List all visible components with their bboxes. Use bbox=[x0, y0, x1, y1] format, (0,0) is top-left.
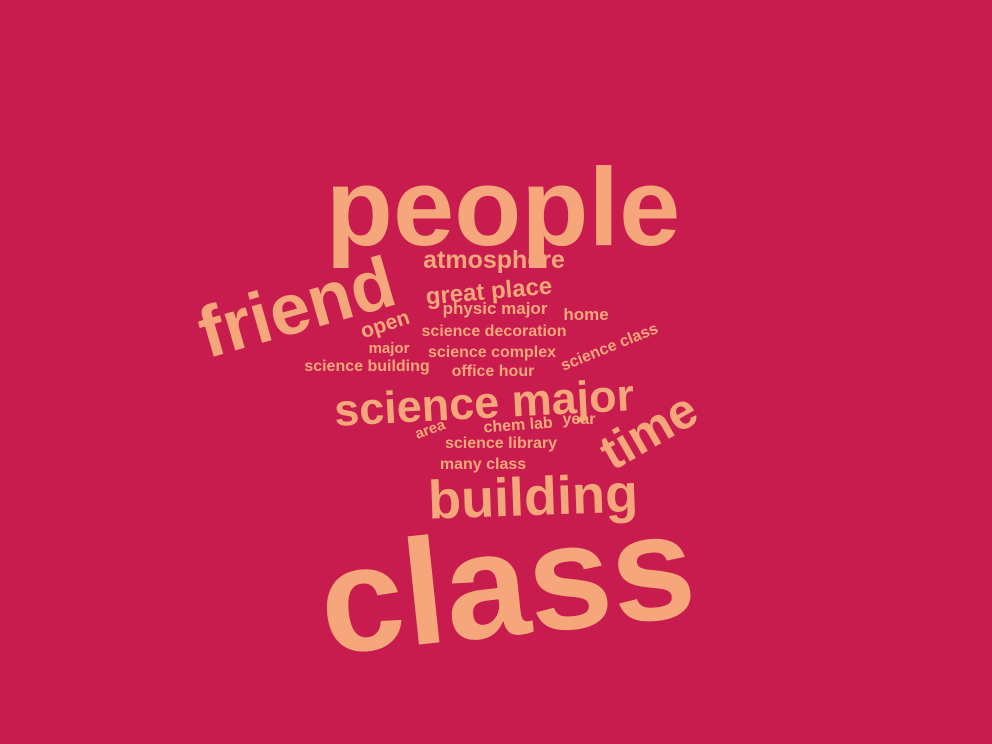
word-science-complex: science complex bbox=[428, 344, 556, 361]
word-science-decoration: science decoration bbox=[422, 323, 567, 340]
word-major: major bbox=[369, 340, 410, 357]
word-year: year bbox=[563, 411, 596, 428]
word-home: home bbox=[563, 305, 608, 324]
word-class: class bbox=[311, 480, 702, 686]
word-science-library: science library bbox=[445, 435, 557, 452]
word-many-class: many class bbox=[440, 456, 526, 473]
word-physic-major: physic major bbox=[443, 299, 548, 318]
word-office-hour: office hour bbox=[452, 363, 535, 380]
word-people: people bbox=[326, 146, 681, 269]
word-building: building bbox=[427, 463, 639, 530]
word-atmosphere: atmosphere bbox=[423, 246, 565, 274]
word-chem-lab: chem lab bbox=[483, 415, 554, 437]
word-science-building: science building bbox=[304, 358, 429, 375]
